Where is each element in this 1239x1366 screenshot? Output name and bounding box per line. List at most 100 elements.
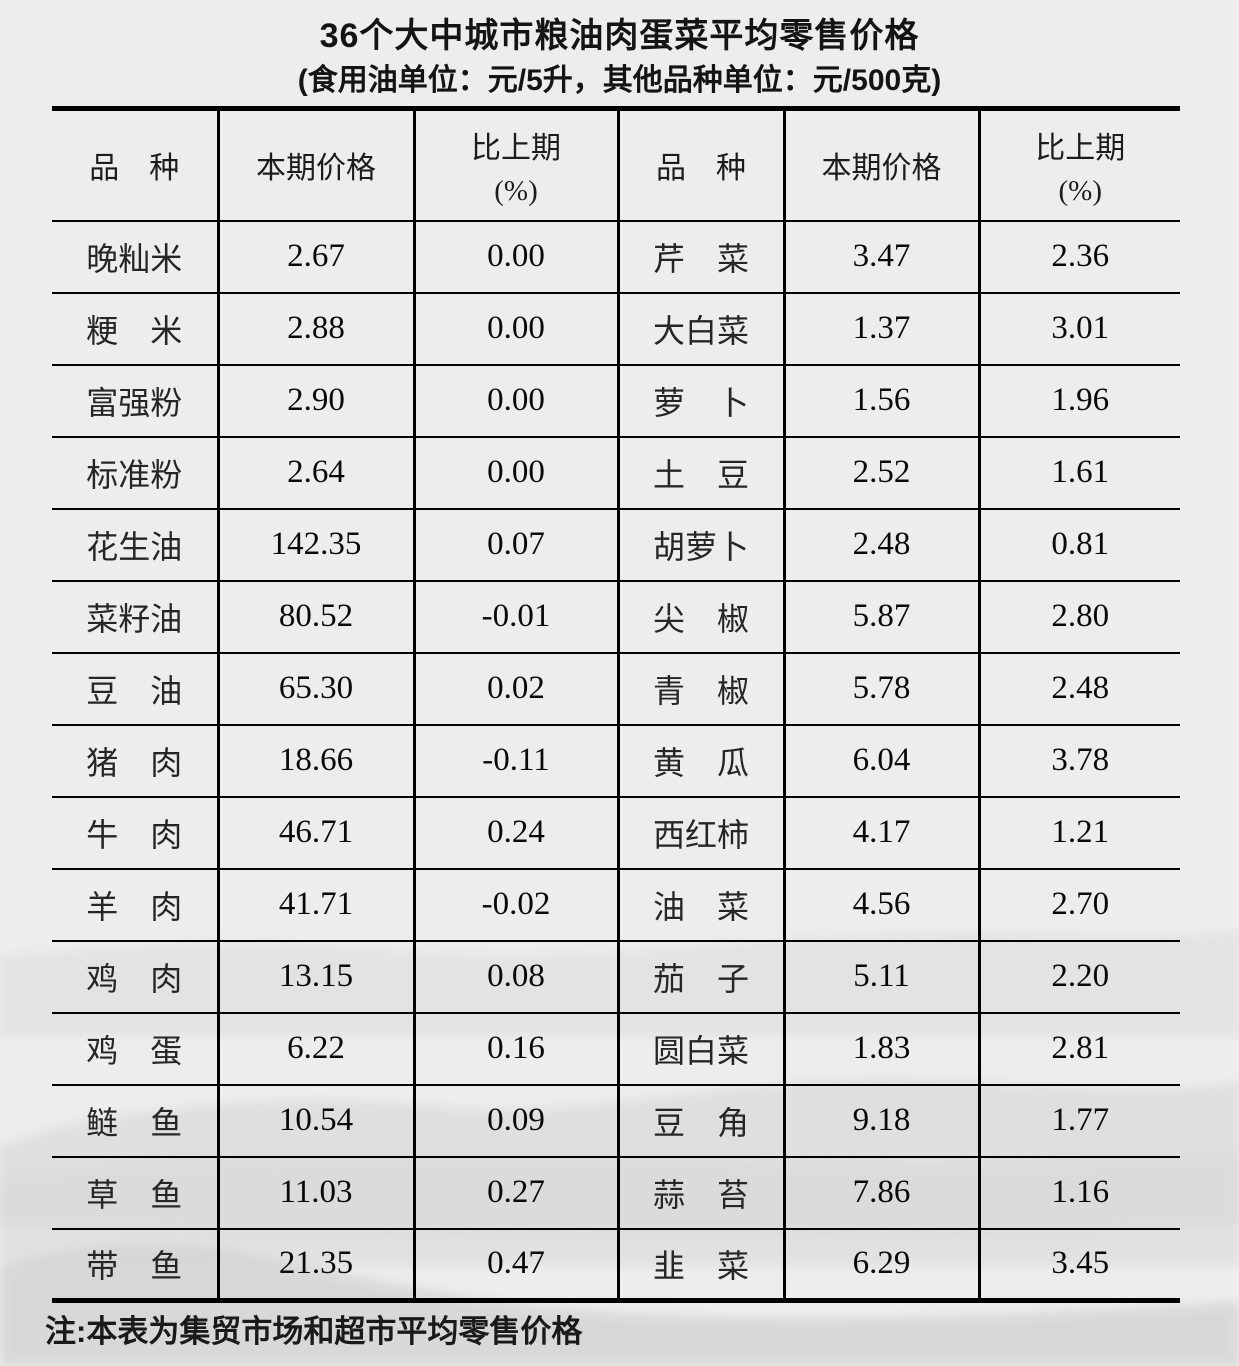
change-cell-left: -0.01: [412, 580, 618, 654]
change-cell-left: 0.07: [412, 508, 618, 582]
price-cell-left: 2.64: [216, 436, 414, 510]
table-row: 牛 肉 46.71 0.24 西红柿 4.17 1.21: [52, 796, 1180, 870]
change-cell-right: 2.48: [977, 652, 1180, 726]
variety-cell-right: 萝 卜: [616, 364, 784, 438]
variety-cell-left: 鸡 肉: [52, 940, 218, 1014]
price-cell-left: 46.71: [216, 796, 414, 870]
variety-cell-right: 大白菜: [616, 292, 784, 366]
change-cell-right: 0.81: [977, 508, 1180, 582]
table-row: 豆 油 65.30 0.02 青 椒 5.78 2.48: [52, 652, 1180, 726]
price-cell-right: 9.18: [782, 1084, 979, 1158]
price-cell-left: 65.30: [216, 652, 414, 726]
price-cell-right: 6.04: [782, 724, 979, 798]
change-cell-right: 1.21: [977, 796, 1180, 870]
change-cell-right: 3.78: [977, 724, 1180, 798]
change-cell-left: 0.16: [412, 1012, 618, 1086]
variety-cell-right: 黄 瓜: [616, 724, 784, 798]
change-cell-left: 0.27: [412, 1156, 618, 1230]
variety-cell-right: 土 豆: [616, 436, 784, 510]
change-cell-right: 2.20: [977, 940, 1180, 1014]
col-header-change-right: 比上期 (%): [977, 108, 1180, 222]
price-cell-right: 2.48: [782, 508, 979, 582]
col-header-change-left: 比上期 (%): [412, 108, 618, 222]
variety-cell-left: 鲢 鱼: [52, 1084, 218, 1158]
variety-cell-right: 芹 菜: [616, 220, 784, 294]
price-cell-right: 4.56: [782, 868, 979, 942]
col-header-change-label: 比上期: [471, 131, 561, 165]
change-cell-right: 3.45: [977, 1228, 1180, 1302]
change-cell-left: -0.11: [412, 724, 618, 798]
price-cell-left: 2.88: [216, 292, 414, 366]
variety-cell-left: 菜籽油: [52, 580, 218, 654]
table-row: 鸡 肉 13.15 0.08 茄 子 5.11 2.20: [52, 940, 1180, 1014]
change-cell-left: 0.02: [412, 652, 618, 726]
variety-cell-left: 羊 肉: [52, 868, 218, 942]
header-row: 品 种 本期价格 比上期 (%) 品 种 本期价格 比上期 (%): [52, 108, 1180, 222]
change-cell-right: 1.16: [977, 1156, 1180, 1230]
table-row: 羊 肉 41.71 -0.02 油 菜 4.56 2.70: [52, 868, 1180, 942]
price-cell-left: 10.54: [216, 1084, 414, 1158]
col-header-variety-left: 品 种: [52, 108, 218, 222]
variety-cell-right: 茄 子: [616, 940, 784, 1014]
table-row: 富强粉 2.90 0.00 萝 卜 1.56 1.96: [52, 364, 1180, 438]
variety-cell-left: 鸡 蛋: [52, 1012, 218, 1086]
price-cell-left: 80.52: [216, 580, 414, 654]
table-row: 晚籼米 2.67 0.00 芹 菜 3.47 2.36: [52, 220, 1180, 294]
change-cell-left: 0.09: [412, 1084, 618, 1158]
change-cell-left: 0.00: [412, 364, 618, 438]
variety-cell-right: 油 菜: [616, 868, 784, 942]
price-cell-right: 5.87: [782, 580, 979, 654]
col-header-change-unit: (%): [494, 174, 538, 207]
variety-cell-left: 带 鱼: [52, 1228, 218, 1302]
price-cell-right: 5.11: [782, 940, 979, 1014]
table-row: 猪 肉 18.66 -0.11 黄 瓜 6.04 3.78: [52, 724, 1180, 798]
price-cell-right: 2.52: [782, 436, 979, 510]
variety-cell-right: 西红柿: [616, 796, 784, 870]
variety-cell-right: 豆 角: [616, 1084, 784, 1158]
change-cell-right: 2.81: [977, 1012, 1180, 1086]
table-row: 鲢 鱼 10.54 0.09 豆 角 9.18 1.77: [52, 1084, 1180, 1158]
variety-cell-left: 猪 肉: [52, 724, 218, 798]
price-cell-right: 1.37: [782, 292, 979, 366]
page-title: 36个大中城市粮油肉蛋菜平均零售价格: [319, 17, 920, 55]
price-cell-left: 11.03: [216, 1156, 414, 1230]
table-row: 标准粉 2.64 0.00 土 豆 2.52 1.61: [52, 436, 1180, 510]
variety-cell-right: 尖 椒: [616, 580, 784, 654]
variety-cell-left: 标准粉: [52, 436, 218, 510]
price-cell-right: 1.83: [782, 1012, 979, 1086]
table-row: 草 鱼 11.03 0.27 蒜 苔 7.86 1.16: [52, 1156, 1180, 1230]
variety-cell-left: 晚籼米: [52, 220, 218, 294]
variety-cell-right: 圆白菜: [616, 1012, 784, 1086]
variety-cell-left: 草 鱼: [52, 1156, 218, 1230]
variety-cell-right: 韭 菜: [616, 1228, 784, 1302]
table-row: 鸡 蛋 6.22 0.16 圆白菜 1.83 2.81: [52, 1012, 1180, 1086]
change-cell-left: 0.24: [412, 796, 618, 870]
change-cell-left: 0.08: [412, 940, 618, 1014]
change-cell-left: 0.00: [412, 436, 618, 510]
variety-cell-left: 粳 米: [52, 292, 218, 366]
price-cell-left: 18.66: [216, 724, 414, 798]
col-header-change-label: 比上期: [1035, 131, 1126, 165]
variety-cell-right: 胡萝卜: [616, 508, 784, 582]
change-cell-left: -0.02: [412, 868, 618, 942]
table-row: 花生油 142.35 0.07 胡萝卜 2.48 0.81: [52, 508, 1180, 582]
price-cell-right: 5.78: [782, 652, 979, 726]
table-body: 晚籼米 2.67 0.00 芹 菜 3.47 2.36 粳 米 2.88 0.0…: [52, 220, 1180, 1302]
price-cell-left: 2.67: [216, 220, 414, 294]
price-cell-left: 21.35: [216, 1228, 414, 1302]
col-header-variety-right: 品 种: [616, 108, 784, 222]
variety-cell-right: 蒜 苔: [616, 1156, 784, 1230]
change-cell-left: 0.00: [412, 220, 618, 294]
change-cell-right: 1.77: [977, 1084, 1180, 1158]
price-cell-right: 7.86: [782, 1156, 979, 1230]
price-cell-right: 3.47: [782, 220, 979, 294]
page-subtitle: (食用油单位：元/5升，其他品种单位：元/500克): [297, 64, 942, 97]
table-row: 粳 米 2.88 0.00 大白菜 1.37 3.01: [52, 292, 1180, 366]
change-cell-left: 0.00: [412, 292, 618, 366]
col-header-change-unit: (%): [1058, 174, 1102, 207]
price-table: 品 种 本期价格 比上期 (%) 品 种 本期价格 比上期 (%): [52, 106, 1180, 1303]
price-cell-left: 13.15: [216, 940, 414, 1014]
price-cell-left: 2.90: [216, 364, 414, 438]
change-cell-right: 2.36: [977, 220, 1180, 294]
